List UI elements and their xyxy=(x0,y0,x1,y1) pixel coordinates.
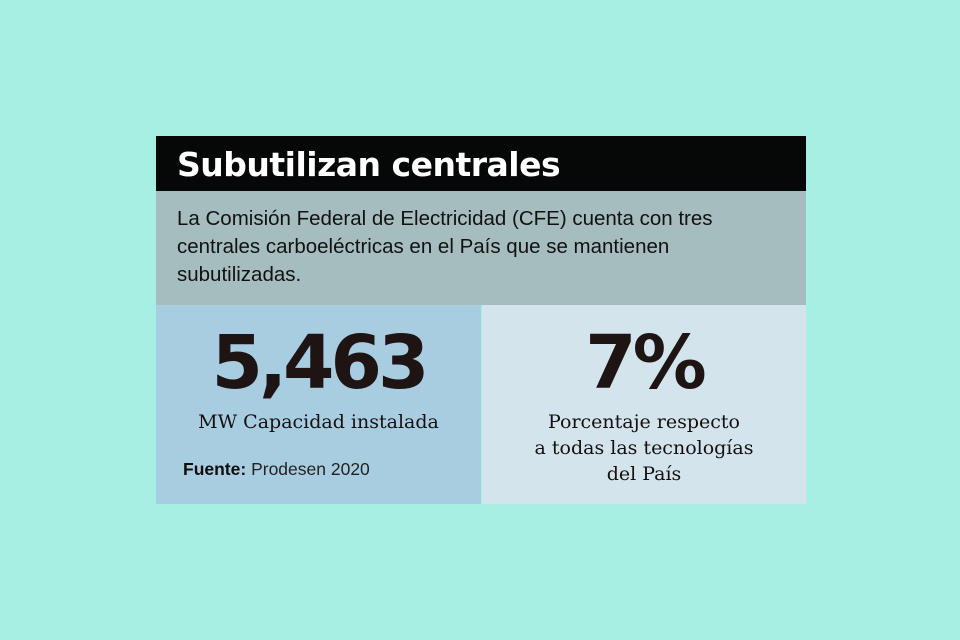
capacity-panel: 5,463 MW Capacidad instalada Fuente: Pro… xyxy=(156,305,481,504)
percentage-caption-line: Porcentaje respecto xyxy=(548,411,740,433)
source-value: Prodesen 2020 xyxy=(251,459,370,479)
infographic-title: Subutilizan centrales xyxy=(177,145,561,184)
percentage-caption-line: a todas las tecnologías xyxy=(534,437,754,459)
intro-section: La Comisión Federal de Electricidad (CFE… xyxy=(156,191,806,305)
percentage-caption: Porcentaje respecto a todas las tecnolog… xyxy=(482,409,806,487)
percentage-value: 7% xyxy=(585,320,707,406)
capacity-caption: MW Capacidad instalada xyxy=(198,411,439,433)
source-label: Fuente: xyxy=(183,459,247,479)
capacity-value: 5,463 xyxy=(211,320,429,406)
infographic-card: Subutilizan centrales La Comisión Federa… xyxy=(156,136,806,504)
percentage-panel: 7% Porcentaje respecto a todas las tecno… xyxy=(482,305,806,504)
infographic-header: Subutilizan centrales xyxy=(156,136,806,191)
source-note: Fuente: Prodesen 2020 xyxy=(183,457,370,481)
percentage-caption-line: del País xyxy=(606,463,682,485)
intro-text: La Comisión Federal de Electricidad (CFE… xyxy=(177,207,713,286)
